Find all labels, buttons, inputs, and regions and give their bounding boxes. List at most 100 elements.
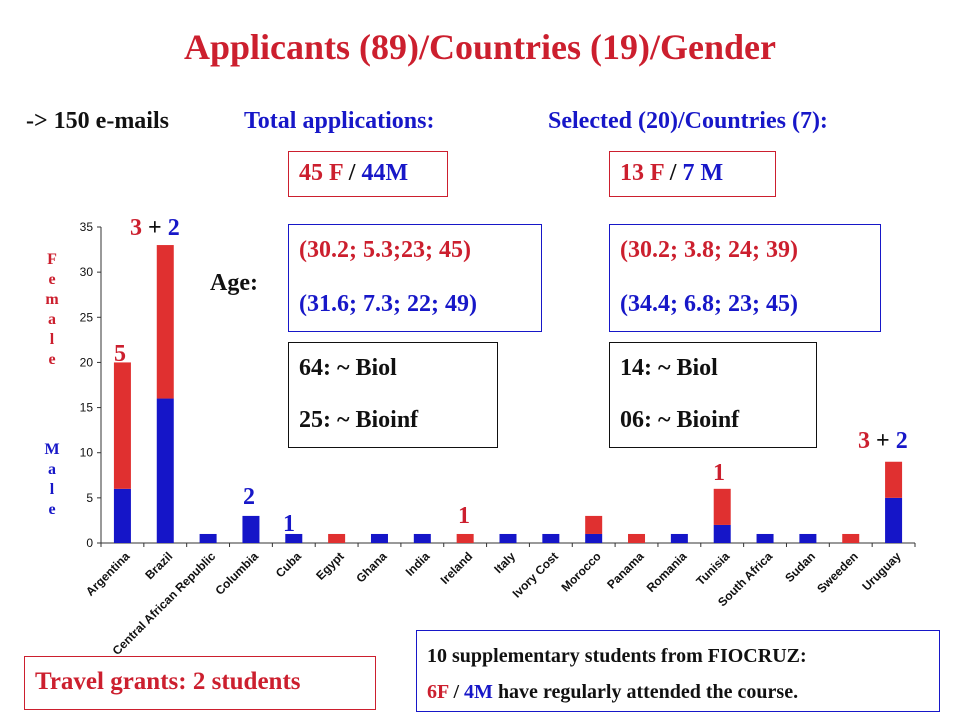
- bar-male-sudan: [799, 533, 817, 543]
- fiocruz-line2: 6F / 4M have regularly attended the cour…: [427, 681, 798, 704]
- bar-male-argentina: [113, 488, 131, 543]
- fiocruz-box: 10 supplementary students from FIOCRUZ: …: [416, 630, 940, 712]
- y-tick-label-20: 20: [80, 355, 94, 369]
- brazil-female-count: 3: [130, 215, 142, 241]
- x-label-cuba: Cuba: [273, 549, 304, 580]
- bar-male-ivory-cost: [542, 533, 560, 543]
- bar-female-ireland: [456, 533, 474, 543]
- x-label-ghana: Ghana: [353, 549, 390, 586]
- total-gender-box: 45 F / 44M: [288, 151, 448, 197]
- male-label-letter-0: M: [44, 441, 60, 458]
- female-label-letter-0: F: [47, 251, 57, 268]
- bar-female-sweeden: [842, 533, 860, 543]
- emails-count: -> 150 e-mails: [26, 108, 169, 134]
- bar-female-egypt: [328, 533, 346, 543]
- uruguay-male-count: 2: [895, 428, 908, 454]
- total-fields-box: 64: ~ Biol 25: ~ Bioinf: [288, 342, 498, 448]
- bar-male-central-african-republic: [199, 533, 217, 543]
- total-bioinf: 25: ~ Bioinf: [299, 407, 419, 433]
- fiocruz-line1: 10 supplementary students from FIOCRUZ:: [427, 645, 807, 667]
- x-label-sweeden: Sweeden: [814, 549, 861, 596]
- bar-male-italy: [499, 533, 517, 543]
- tunisia-annotation: 1: [713, 460, 725, 486]
- argentina-annotation: 5: [114, 341, 126, 367]
- total-age-female: (30.2; 5.3;23; 45): [299, 237, 471, 263]
- age-label: Age:: [210, 270, 258, 296]
- x-label-brazil: Brazil: [142, 549, 175, 582]
- y-tick-label-10: 10: [80, 446, 94, 460]
- bar-male-tunisia: [713, 524, 731, 543]
- selected-biol: 14: ~ Biol: [620, 355, 718, 381]
- fiocruz-female: 6F: [427, 681, 449, 703]
- cuba-annotation: 1: [283, 511, 295, 537]
- bar-male-cuba: [285, 533, 303, 543]
- female-label-letter-5: e: [48, 351, 56, 368]
- plus-sign: +: [142, 215, 168, 241]
- bar-male-romania: [670, 533, 688, 543]
- x-label-egypt: Egypt: [313, 549, 346, 582]
- total-male-count: 44M: [361, 160, 409, 186]
- total-age-male: (31.6; 7.3; 22; 49): [299, 291, 477, 317]
- bar-male-columbia: [242, 515, 260, 543]
- total-female-count: 45 F: [299, 160, 343, 186]
- bar-male-south-africa: [756, 533, 774, 543]
- uruguay-female-count: 3: [858, 428, 870, 454]
- y-tick-label-35: 35: [80, 220, 94, 234]
- x-label-italy: Italy: [491, 549, 518, 576]
- travel-grants-box: Travel grants: 2 students: [24, 656, 376, 710]
- x-label-sudan: Sudan: [782, 549, 818, 585]
- bar-female-morocco: [585, 515, 603, 534]
- x-label-ivory-cost: Ivory Cost: [510, 549, 561, 600]
- selected-age-female: (30.2; 3.8; 24; 39): [620, 237, 798, 263]
- x-label-tunisia: Tunisia: [693, 549, 732, 588]
- x-label-uruguay: Uruguay: [859, 549, 904, 594]
- uruguay-annotation: 3 + 2: [858, 428, 908, 455]
- female-label-letter-1: e: [48, 271, 56, 288]
- page-title: Applicants (89)/Countries (19)/Gender: [184, 27, 776, 67]
- brazil-male-count: 2: [167, 215, 180, 241]
- selected-age-box: (30.2; 3.8; 24; 39) (34.4; 6.8; 23; 45): [609, 224, 881, 332]
- selected-male-count: 7 M: [682, 160, 724, 186]
- male-label-letter-3: e: [48, 501, 56, 518]
- total-age-box: (30.2; 5.3;23; 45) (31.6; 7.3; 22; 49): [288, 224, 542, 332]
- selected-fields-box: 14: ~ Biol 06: ~ Bioinf: [609, 342, 817, 448]
- y-tick-label-15: 15: [80, 401, 94, 415]
- bar-male-brazil: [156, 398, 174, 543]
- male-label-letter-1: a: [48, 461, 56, 478]
- total-biol: 64: ~ Biol: [299, 355, 397, 381]
- x-label-morocco: Morocco: [559, 549, 604, 594]
- x-label-argentina: Argentina: [83, 549, 133, 599]
- x-label-india: India: [403, 549, 433, 579]
- male-label-letter-2: l: [49, 481, 55, 498]
- bar-male-morocco: [585, 533, 603, 543]
- x-label-romania: Romania: [644, 549, 690, 595]
- bar-female-panama: [628, 533, 646, 543]
- ireland-annotation: 1: [458, 503, 470, 529]
- y-tick-label-30: 30: [80, 265, 94, 279]
- bar-female-uruguay: [885, 461, 903, 498]
- columbia-annotation: 2: [243, 484, 255, 510]
- bar-female-brazil: [156, 245, 174, 399]
- total-applications-label: Total applications:: [244, 108, 435, 134]
- travel-grants-text: Travel grants: 2 students: [35, 668, 301, 695]
- gender-separator: /: [663, 160, 683, 186]
- selected-gender-box: 13 F / 7 M: [609, 151, 776, 197]
- female-label-letter-2: m: [45, 291, 59, 308]
- selected-female-count: 13 F: [620, 160, 664, 186]
- selected-bioinf: 06: ~ Bioinf: [620, 407, 740, 433]
- bar-male-uruguay: [885, 497, 903, 543]
- selected-label: Selected (20)/Countries (7):: [548, 108, 828, 134]
- bar-female-argentina: [113, 362, 131, 489]
- gender-separator: /: [342, 160, 362, 186]
- bar-female-tunisia: [713, 488, 731, 525]
- plus-sign: +: [870, 428, 896, 454]
- fiocruz-separator: /: [448, 681, 465, 703]
- female-label-letter-4: l: [49, 331, 55, 348]
- bar-male-india: [413, 533, 431, 543]
- x-label-panama: Panama: [604, 549, 647, 592]
- fiocruz-rest: have regularly attended the course.: [492, 681, 799, 703]
- x-label-columbia: Columbia: [213, 549, 262, 598]
